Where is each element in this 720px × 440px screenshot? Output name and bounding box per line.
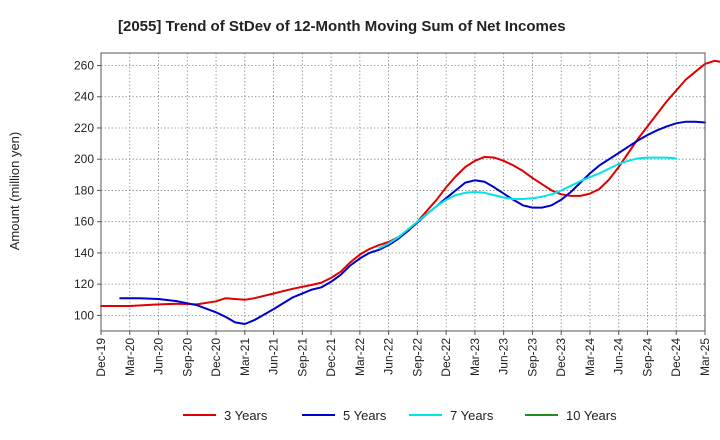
y-axis-label: Amount (million yen): [7, 132, 22, 251]
x-tick-label: Sep-20: [180, 338, 194, 377]
x-tick-label: Mar-20: [123, 338, 137, 376]
x-tick-label: Mar-22: [353, 338, 367, 376]
x-tick-label: Mar-24: [583, 338, 597, 376]
x-tick-labels: Dec-19 Mar-20 Jun-20 Sep-20 Dec-20 Mar-21 Jun-…: [94, 331, 712, 377]
legend: 3 Years 5 Years 7 Years 10 Years: [183, 408, 617, 423]
x-tick-label: Mar-23: [468, 338, 482, 376]
x-tick-label: Dec-23: [554, 338, 568, 377]
series-line-2: [119, 120, 706, 325]
y-tick-label: 100: [74, 308, 94, 322]
x-tick-label: Dec-21: [324, 338, 338, 377]
grid: [100, 53, 706, 331]
x-tick-label: Jun-21: [267, 338, 281, 375]
series-layer: [100, 59, 720, 325]
x-tick-label: Sep-23: [525, 338, 539, 377]
series-line-3: [378, 156, 678, 250]
x-tick-label: Dec-20: [209, 338, 223, 377]
y-tick-label: 260: [74, 58, 94, 72]
chart-title: [2055] Trend of StDev of 12-Month Moving…: [118, 18, 566, 35]
x-tick-label: Sep-21: [295, 338, 309, 377]
x-tick-label: Mar-21: [238, 338, 252, 376]
x-tick-label: Jun-23: [497, 338, 511, 375]
y-tick-label: 160: [74, 215, 94, 229]
x-tick-label: Sep-22: [410, 338, 424, 377]
y-tick-labels: 100 120 140 160 180 200 220 240 260: [74, 58, 101, 322]
y-tick-label: 140: [74, 246, 94, 260]
x-tick-label: Dec-22: [439, 338, 453, 377]
legend-label-1: 3 Years: [224, 408, 268, 423]
y-tick-label: 240: [74, 90, 94, 104]
x-tick-label: Mar-25: [698, 338, 712, 376]
y-tick-label: 180: [74, 183, 94, 197]
x-tick-label: Dec-19: [94, 338, 108, 377]
y-tick-label: 120: [74, 277, 94, 291]
x-tick-label: Jun-20: [152, 338, 166, 375]
y-tick-label: 200: [74, 152, 94, 166]
legend-label-4: 10 Years: [566, 408, 617, 423]
x-tick-label: Jun-22: [382, 338, 396, 375]
series-line-1: [100, 59, 720, 307]
x-tick-label: Dec-24: [669, 338, 683, 377]
y-tick-label: 220: [74, 121, 94, 135]
plot-frame: [100, 52, 706, 332]
x-tick-label: Jun-24: [612, 338, 626, 375]
legend-label-3: 7 Years: [450, 408, 494, 423]
x-tick-label: Sep-24: [640, 338, 654, 377]
legend-label-2: 5 Years: [343, 408, 387, 423]
